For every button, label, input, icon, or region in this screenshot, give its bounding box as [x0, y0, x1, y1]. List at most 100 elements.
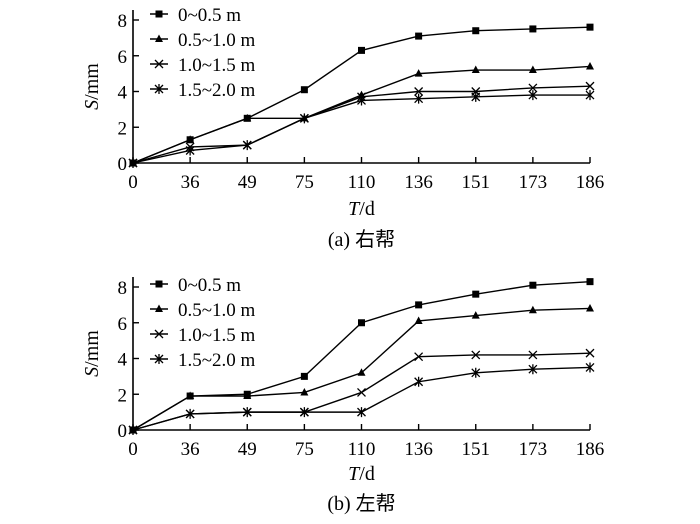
x-tick-label: 0 — [128, 439, 138, 460]
data-point-marker — [471, 91, 481, 102]
data-point-marker — [414, 316, 423, 324]
data-point-marker — [414, 87, 424, 96]
y-tick-label: 0 — [118, 154, 128, 175]
x-axis-label-unit: /d — [359, 463, 375, 485]
data-point-marker — [472, 290, 480, 298]
x-tick-label: 36 — [181, 172, 200, 193]
y-tick-label: 8 — [118, 11, 128, 32]
legend-marker — [155, 34, 163, 42]
panel-caption: (a) 右帮 — [328, 228, 395, 251]
data-point-marker — [471, 367, 481, 378]
data-point-marker — [528, 305, 537, 314]
data-point-marker — [186, 391, 195, 400]
series-4 — [128, 362, 595, 435]
x-axis-label: T/d — [348, 463, 375, 485]
x-tick-label: 136 — [404, 172, 433, 193]
data-point-marker — [528, 90, 538, 101]
data-point-marker — [185, 408, 195, 419]
legend-label: 0~0.5 m — [178, 5, 241, 26]
y-tick-label: 2 — [118, 385, 128, 406]
data-point-marker — [358, 46, 365, 54]
data-point-marker — [586, 303, 594, 312]
x-tick-label: 173 — [519, 172, 548, 193]
data-point-marker — [471, 350, 481, 360]
legend-label: 1.0~1.5 m — [178, 325, 256, 346]
x-tick-label: 110 — [348, 439, 376, 460]
y-axis-label-unit: /mm — [81, 330, 103, 367]
data-point-marker — [528, 350, 538, 360]
y-axis-label: S/mm — [81, 63, 103, 110]
legend-marker — [154, 84, 164, 94]
legend-label: 0.5~1.0 m — [178, 300, 256, 321]
y-axis-label: S/mm — [81, 330, 103, 377]
x-axis-label-unit: /d — [359, 198, 375, 220]
data-point-marker — [299, 113, 309, 124]
x-tick-label: 49 — [238, 439, 257, 460]
y-tick-label: 4 — [118, 350, 128, 371]
x-tick-label: 186 — [576, 439, 605, 460]
legend-entry: 1.0~1.5 m — [150, 55, 256, 76]
x-axis-label: T/d — [348, 198, 375, 220]
data-point-marker — [414, 376, 424, 387]
data-point-marker — [414, 352, 424, 362]
data-point-marker — [529, 281, 537, 289]
x-tick-label: 75 — [295, 439, 314, 460]
data-point-marker — [243, 113, 252, 122]
legend-label: 1.5~2.0 m — [178, 350, 256, 371]
legend-marker — [155, 10, 163, 18]
data-point-marker — [414, 69, 423, 77]
data-point-marker — [357, 388, 366, 397]
data-point-marker — [186, 135, 195, 143]
data-point-marker — [415, 32, 423, 40]
y-tick-label: 6 — [118, 47, 128, 68]
data-point-marker — [357, 95, 366, 106]
legend-marker — [155, 304, 163, 312]
x-tick-label: 151 — [462, 439, 491, 460]
data-point-marker — [185, 145, 195, 156]
legend-label: 1.0~1.5 m — [178, 55, 256, 76]
y-tick-label: 6 — [118, 314, 128, 335]
legend-marker — [154, 329, 164, 339]
data-point-marker — [357, 368, 366, 376]
x-tick-label: 110 — [348, 172, 376, 193]
x-tick-label: 36 — [181, 439, 200, 460]
data-point-marker — [242, 140, 252, 151]
data-point-marker — [415, 301, 423, 309]
data-point-marker — [585, 348, 595, 358]
series-line — [132, 366, 591, 431]
data-point-marker — [242, 407, 252, 418]
legend-entry: 0~0.5 m — [150, 275, 241, 296]
chart-panel-left-side: 0 2 4 6 8 0 36 49 75 110 136 151 173 186 S/mm T/d (b) 左帮… — [81, 275, 604, 515]
data-point-marker — [128, 425, 138, 435]
y-axis-label-variable: S — [81, 367, 103, 377]
x-tick-label: 75 — [295, 172, 314, 193]
x-tick-label: 186 — [576, 172, 605, 193]
y-axis-label-unit: /mm — [81, 63, 103, 100]
y-tick-label: 4 — [118, 83, 128, 104]
data-point-marker — [299, 407, 309, 418]
data-point-marker — [586, 278, 594, 286]
legend-marker — [155, 280, 163, 288]
legend-label: 1.5~2.0 m — [178, 80, 256, 101]
data-point-marker — [528, 83, 538, 93]
legend-entry: 1.5~2.0 m — [150, 350, 256, 371]
data-point-marker — [528, 65, 537, 74]
data-point-marker — [128, 158, 138, 168]
data-point-marker — [529, 25, 537, 33]
data-point-marker — [471, 311, 480, 319]
x-tick-label: 151 — [462, 172, 491, 193]
data-point-marker — [300, 86, 308, 94]
legend-entry: 0.5~1.0 m — [150, 300, 256, 321]
data-point-marker — [300, 372, 308, 380]
data-point-marker — [358, 319, 365, 327]
legend-entry: 1.0~1.5 m — [150, 325, 256, 346]
legend-entry: 0~0.5 m — [150, 5, 241, 26]
legend-label: 0~0.5 m — [178, 275, 241, 296]
x-tick-label: 173 — [519, 439, 548, 460]
legend-entry: 0.5~1.0 m — [150, 30, 256, 51]
data-point-marker — [357, 407, 366, 418]
data-point-marker — [585, 90, 595, 101]
y-tick-label: 8 — [118, 278, 128, 299]
x-tick-label: 136 — [404, 439, 433, 460]
y-axis-label-variable: S — [81, 100, 103, 110]
